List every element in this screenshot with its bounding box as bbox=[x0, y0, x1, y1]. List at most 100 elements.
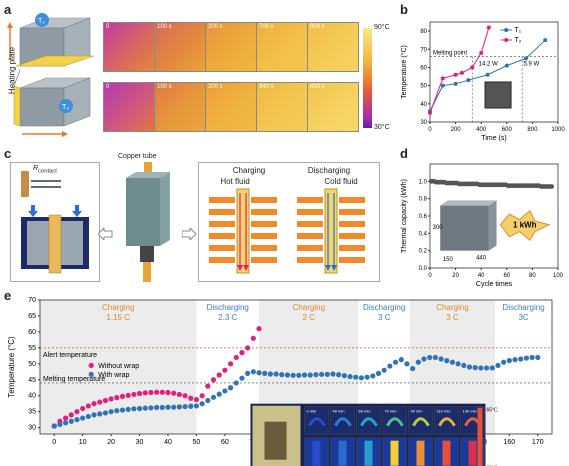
inset-thermal-cell bbox=[312, 440, 321, 466]
data-point bbox=[85, 403, 91, 409]
legend-label: T₂ bbox=[514, 37, 521, 44]
data-point bbox=[216, 391, 222, 397]
data-point bbox=[125, 406, 131, 413]
data-point bbox=[518, 356, 524, 362]
phase-rate: 3 C bbox=[446, 313, 459, 322]
x-tick-label: 10 bbox=[79, 439, 87, 446]
x-tick-label: 0 bbox=[52, 439, 56, 446]
panel-label-e: e bbox=[4, 288, 12, 303]
data-point bbox=[108, 409, 114, 415]
inset-time-label: 40 min bbox=[332, 409, 344, 414]
thermal-image: 410 s bbox=[307, 82, 359, 132]
charging-label: Charging bbox=[232, 166, 266, 175]
data-point bbox=[358, 375, 365, 381]
y-tick-label: 0.2 bbox=[419, 249, 428, 255]
inset-thermal-top bbox=[356, 406, 381, 435]
data-point bbox=[205, 397, 211, 404]
data-point bbox=[154, 404, 160, 411]
inset-thermal-top bbox=[330, 406, 355, 435]
cross-section-box: Rcontact bbox=[10, 162, 100, 282]
data-point bbox=[262, 370, 268, 376]
thermal-image: 900 s bbox=[307, 22, 359, 72]
data-point bbox=[495, 362, 501, 369]
data-point bbox=[80, 405, 86, 412]
data-point bbox=[91, 401, 97, 407]
x-axis-label: Time (s) bbox=[481, 135, 506, 142]
data-point bbox=[370, 373, 376, 379]
data-point bbox=[301, 372, 308, 378]
data-point bbox=[381, 367, 387, 373]
inset-thermal-top bbox=[304, 406, 329, 435]
x-tick-label: 20 bbox=[107, 439, 115, 446]
inset-colorbar bbox=[477, 407, 483, 466]
battery-top bbox=[440, 200, 497, 206]
data-point bbox=[176, 391, 182, 398]
hot-fluid-label: Hot fluid bbox=[220, 177, 250, 186]
data-point bbox=[199, 401, 205, 407]
data-point bbox=[256, 326, 262, 332]
data-point bbox=[119, 393, 126, 399]
data-point bbox=[80, 415, 86, 421]
dim-width: 440 bbox=[476, 255, 487, 261]
charging-discharging-box: Charging Discharging Hot fluid Cold flui… bbox=[198, 162, 380, 282]
inset-time-label: 110 min bbox=[436, 409, 450, 414]
fin-diagram bbox=[209, 188, 365, 274]
y-axis-label: Thermal capacity (kWh) bbox=[401, 179, 408, 253]
data-point bbox=[250, 369, 256, 375]
data-point bbox=[74, 409, 80, 415]
data-point bbox=[245, 345, 251, 351]
colorbar-min: 30°C bbox=[374, 124, 390, 131]
x-tick-label: 40 bbox=[478, 273, 485, 279]
y-tick-label: 60 bbox=[420, 65, 427, 71]
discharging-fins bbox=[297, 188, 365, 274]
data-point bbox=[68, 418, 74, 424]
data-point bbox=[506, 358, 512, 364]
y-tick-label: 35 bbox=[28, 409, 36, 416]
data-point bbox=[290, 372, 296, 378]
data-point bbox=[222, 367, 228, 373]
y-tick-label: 45 bbox=[28, 377, 36, 384]
data-point bbox=[486, 25, 491, 30]
legend-marker bbox=[504, 38, 509, 42]
data-point bbox=[91, 412, 97, 418]
data-point bbox=[421, 356, 427, 362]
dim-height: 300 bbox=[433, 225, 444, 231]
data-point bbox=[455, 361, 461, 367]
data-point bbox=[227, 361, 234, 367]
data-point bbox=[188, 403, 194, 409]
data-point bbox=[284, 372, 291, 378]
panel-label-c: c bbox=[4, 146, 12, 161]
data-point bbox=[159, 389, 165, 395]
data-point bbox=[307, 372, 313, 378]
data-point bbox=[404, 361, 410, 367]
capacity-badge: 1 kWh bbox=[513, 220, 537, 229]
thermal-image: 200 s bbox=[205, 22, 257, 72]
data-point bbox=[63, 415, 69, 421]
alert-label: Alert temperature bbox=[43, 352, 97, 359]
y-axis-label: Temperature (°C) bbox=[400, 45, 408, 99]
data-point bbox=[353, 374, 359, 380]
y-tick-label: 70 bbox=[420, 47, 427, 53]
x-tick-label: 80 bbox=[529, 273, 536, 279]
inset-time-label: 0 min bbox=[306, 409, 316, 414]
data-point bbox=[114, 395, 120, 401]
cross-section-diagram bbox=[21, 171, 89, 274]
x-tick-label: 600 bbox=[502, 127, 513, 133]
chart-d: 0 20 40 60 80 100 0.0 0.2 0.4 0.6 0.8 1.0 Cycle time… bbox=[401, 163, 564, 288]
data-point bbox=[182, 403, 188, 410]
legend-marker bbox=[88, 362, 94, 369]
data-point bbox=[483, 365, 490, 371]
panel-label-d: d bbox=[400, 146, 408, 161]
data-point bbox=[51, 423, 57, 429]
burst-icon bbox=[499, 210, 551, 242]
data-point bbox=[233, 354, 239, 361]
legend-marker bbox=[88, 371, 94, 378]
phase-name: Charging bbox=[102, 303, 134, 312]
y-tick-label: 30 bbox=[28, 425, 36, 432]
data-point bbox=[267, 371, 273, 377]
phase-rate: 2.3 C bbox=[218, 313, 237, 322]
data-point bbox=[319, 371, 325, 377]
data-point bbox=[472, 365, 478, 371]
phase-name: Charging bbox=[436, 303, 468, 312]
